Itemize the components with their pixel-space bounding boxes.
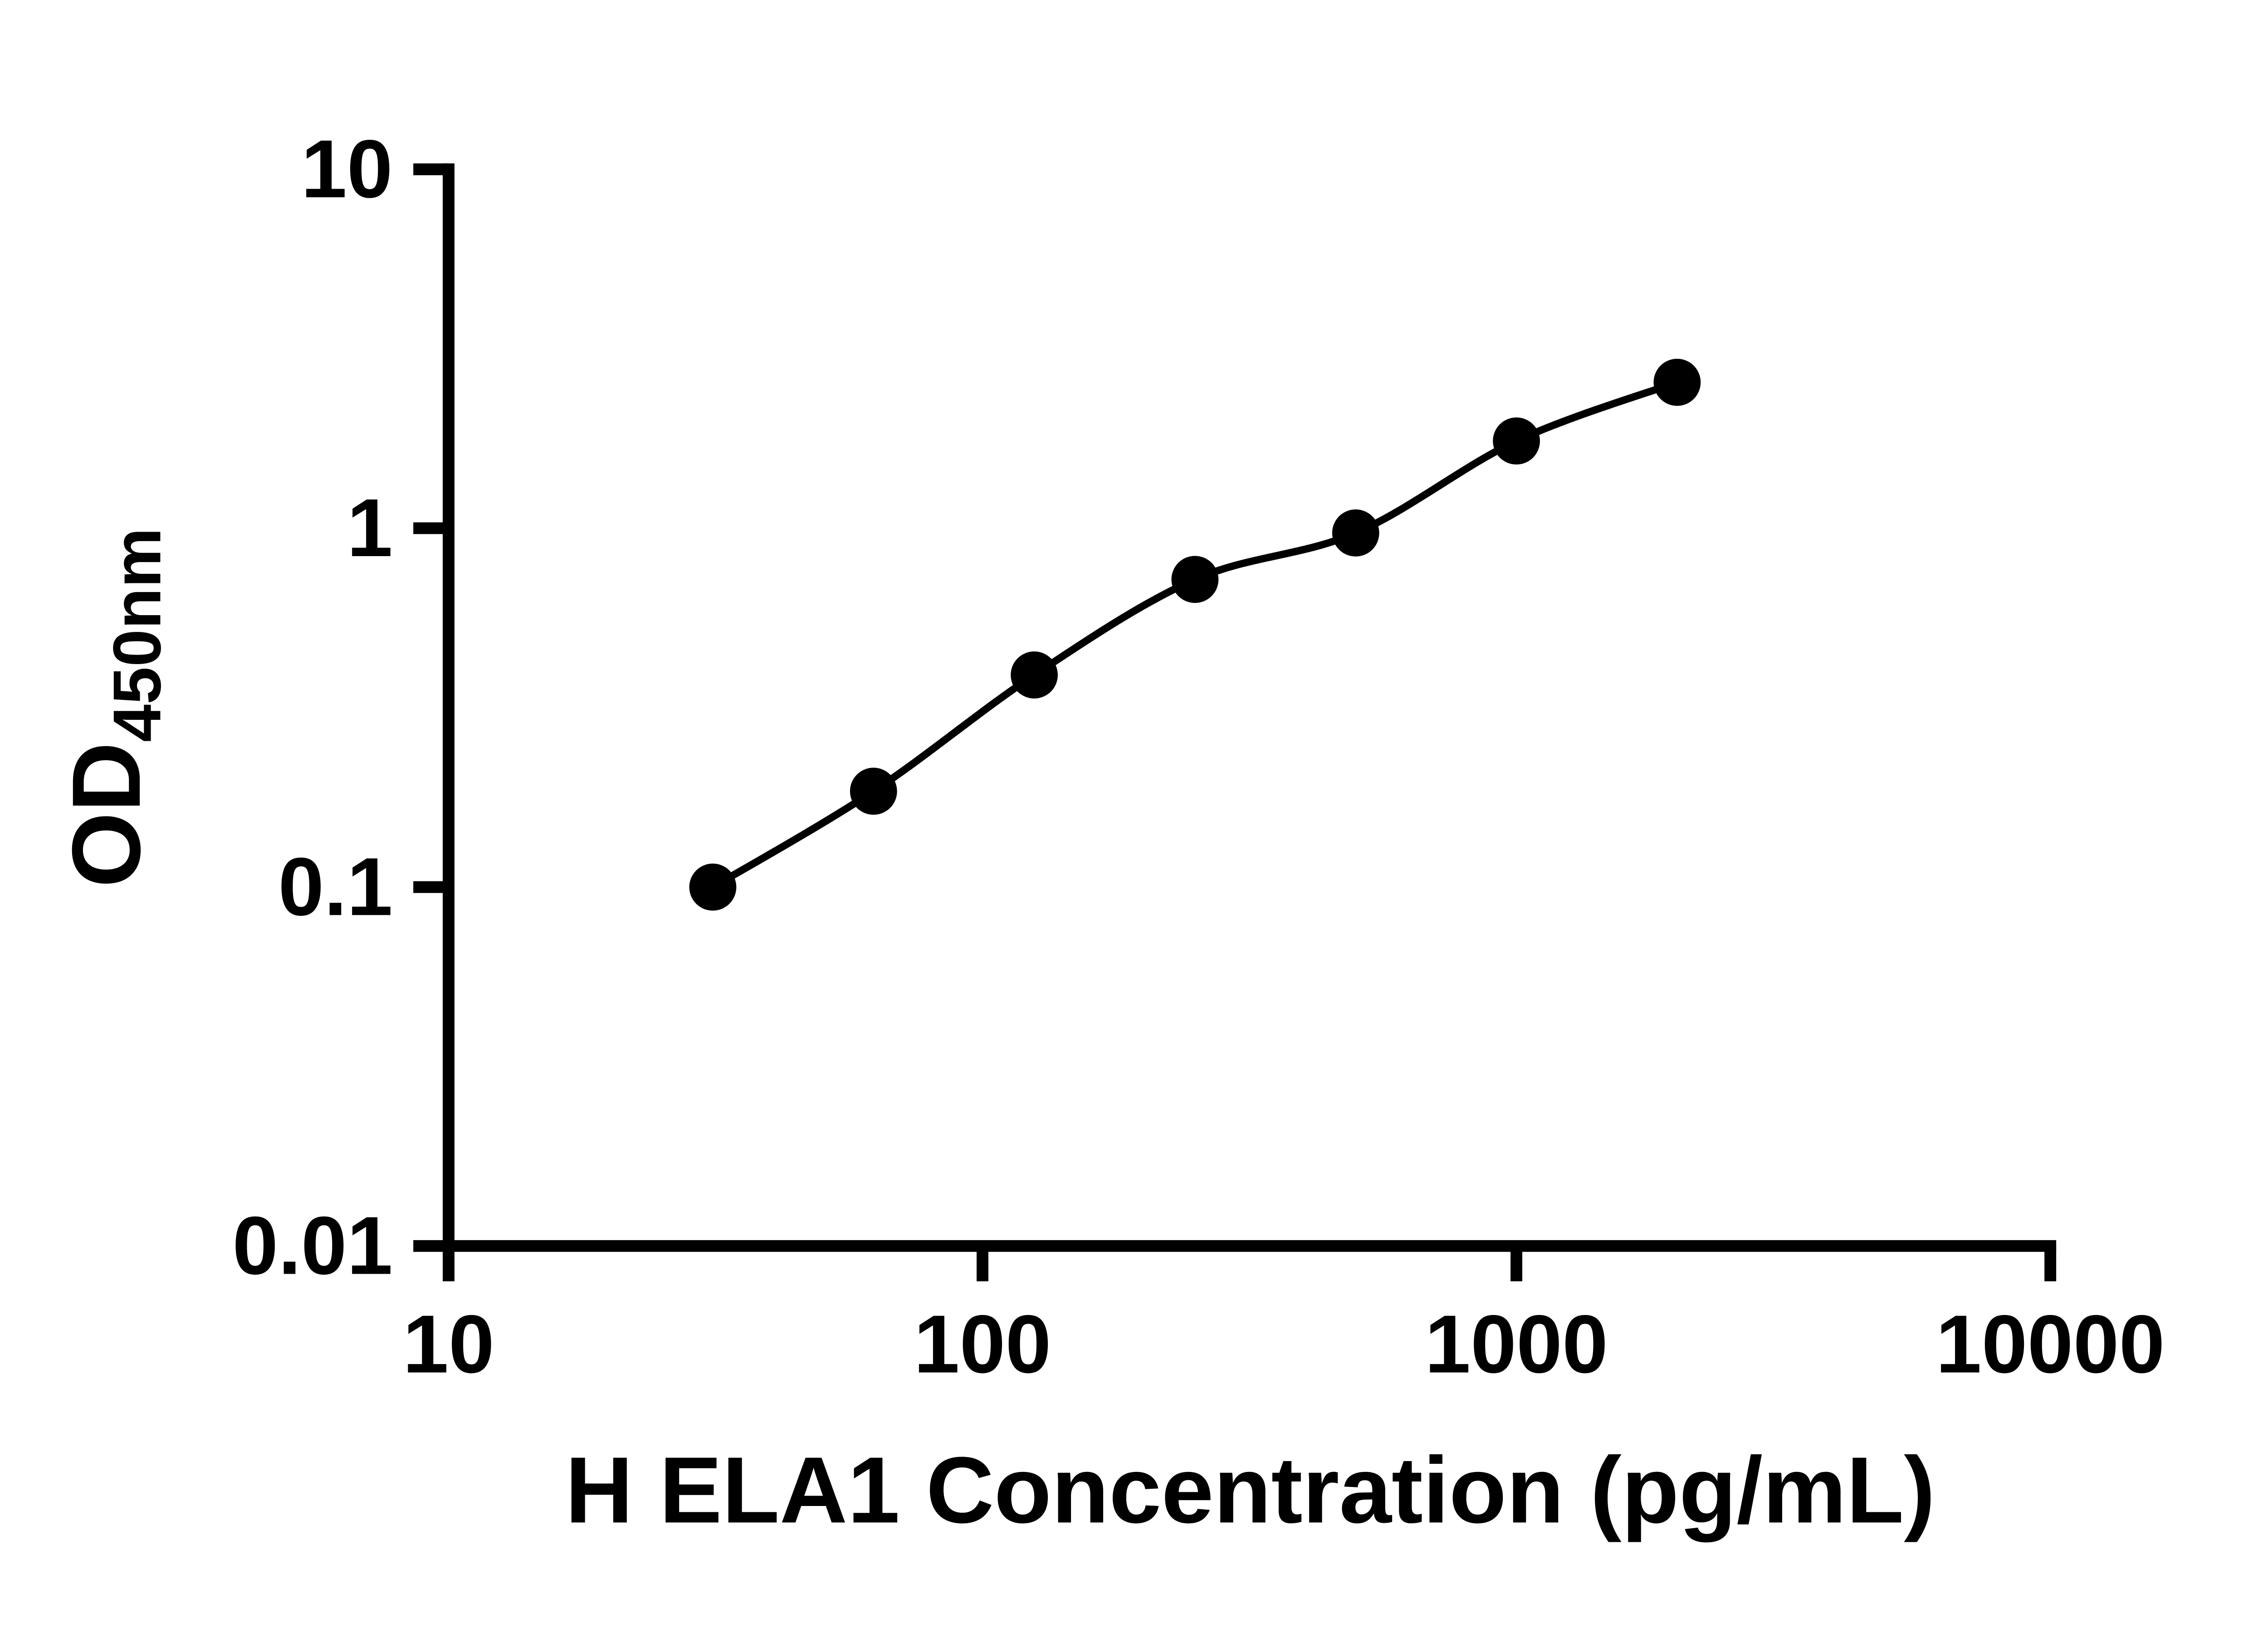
data-point <box>1653 358 1701 406</box>
x-tick-label: 1000 <box>1425 1299 1608 1390</box>
y-tick-label: 10 <box>301 123 393 215</box>
x-tick-label: 100 <box>914 1299 1051 1390</box>
axis-frame <box>443 163 2057 1252</box>
x-axis-title: H ELA1 Concentration (pg/mL) <box>565 1437 1935 1542</box>
x-tick-label: 10000 <box>1936 1299 2165 1390</box>
data-point <box>689 863 737 911</box>
y-tick-label: 0.1 <box>278 841 392 933</box>
y-axis-title-main: OD <box>52 742 161 888</box>
data-point <box>1493 417 1540 465</box>
y-axis-title: OD450nm <box>52 528 175 888</box>
data-point <box>1011 651 1058 699</box>
y-tick-label: 1 <box>347 482 393 574</box>
data-point <box>1171 556 1219 603</box>
data-point <box>1332 509 1379 557</box>
y-tick-label: 0.01 <box>232 1200 392 1291</box>
plot-area: 10 100 1000 10000 0.01 0.1 1 10 <box>232 123 2165 1390</box>
x-tick-label: 10 <box>403 1299 494 1390</box>
data-point <box>850 768 897 815</box>
y-axis-title-sub: 450nm <box>99 528 175 742</box>
